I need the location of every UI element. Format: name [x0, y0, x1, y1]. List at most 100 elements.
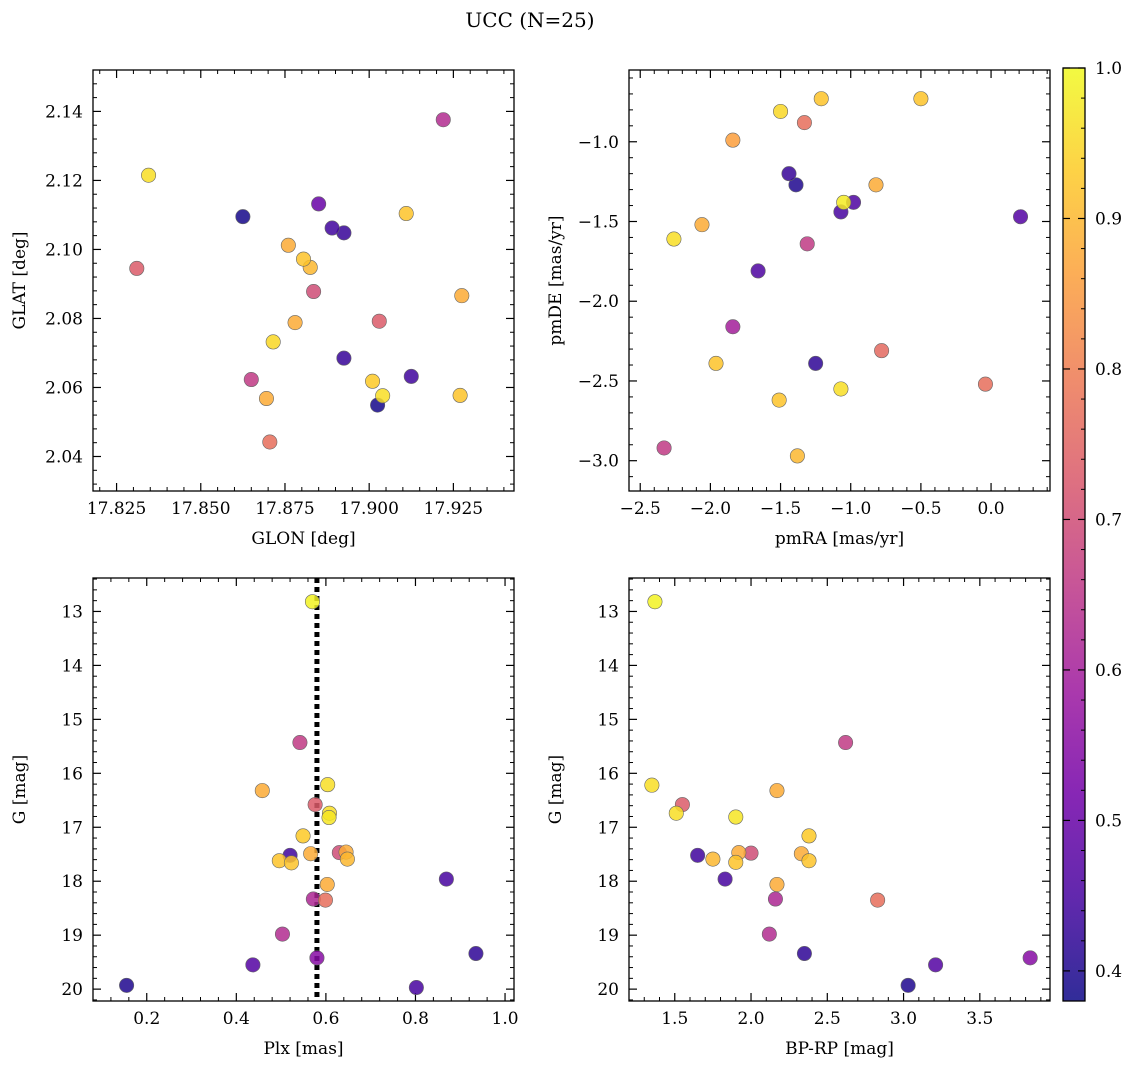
y-tick-label: −2.0	[578, 292, 619, 312]
scatter-point	[1022, 950, 1038, 966]
scatter-point	[833, 381, 849, 397]
scatter-point	[836, 194, 852, 210]
scatter-point	[292, 735, 308, 751]
axes-frame	[92, 69, 515, 492]
scatter-point	[799, 236, 815, 252]
x-tick-label: 0.2	[133, 1009, 160, 1029]
scatter-point	[668, 805, 684, 821]
x-tick-label: 17.875	[255, 499, 314, 519]
x-tick-label: 0.6	[312, 1009, 339, 1029]
y-tick-label: 17	[597, 818, 619, 838]
scatter-point	[304, 594, 320, 610]
colorbar-tick-label: 0.5	[1095, 811, 1122, 831]
y-tick-label: 18	[61, 872, 83, 892]
colorbar-tick-label: 0.7	[1095, 510, 1122, 530]
scatter-point	[274, 926, 290, 942]
scatter-point	[781, 166, 797, 182]
scatter-point	[371, 313, 387, 329]
x-tick-label: 2.5	[814, 1009, 841, 1029]
y-tick-label: −1.0	[578, 133, 619, 153]
scatter-point	[717, 871, 733, 887]
scatter-point	[708, 355, 724, 371]
colorbar-tick-label: 0.8	[1095, 360, 1122, 380]
scatter-point	[750, 263, 766, 279]
y-tick-label: 16	[597, 764, 619, 784]
scatter-point	[874, 343, 890, 359]
panel-4: 1.5 2.0 2.5 3.0 3.5 13 14 15 16 17 18 19 20 BP-RP [ma…	[546, 577, 1051, 1059]
scatter-point	[307, 797, 323, 813]
scatter-point	[280, 237, 296, 253]
scatter-point	[375, 388, 391, 404]
scatter-point	[977, 376, 993, 392]
scatter-point	[317, 892, 333, 908]
axes-frame	[92, 577, 515, 1002]
y-tick-label: 20	[61, 980, 83, 1000]
scatter-point	[365, 373, 381, 389]
scatter-point	[398, 206, 414, 222]
y-axis-label: pmDE [mas/yr]	[546, 215, 566, 345]
x-tick-label: 17.850	[171, 499, 230, 519]
colorbar-bar	[1062, 67, 1086, 1002]
x-axis-label: pmRA [mas/yr]	[775, 529, 904, 549]
scatter-point	[769, 876, 785, 892]
scatter-point	[808, 355, 824, 371]
colorbar-tick-label: 1.0	[1095, 59, 1122, 79]
y-tick-label: 2.06	[45, 378, 83, 398]
scatter-point	[769, 783, 785, 799]
scatter-point	[245, 957, 261, 973]
scatter-point	[801, 828, 817, 844]
x-tick-label: −2.5	[620, 499, 661, 519]
axes-frame	[628, 69, 1051, 492]
scatter-point	[728, 809, 744, 825]
scatter-point	[321, 810, 337, 826]
scatter-point	[258, 391, 274, 407]
scatter-point	[1013, 209, 1029, 225]
scatter-point	[235, 209, 251, 225]
colorbar: 0.4 0.5 0.6 0.7 0.8 0.9 1.0	[1062, 59, 1122, 1002]
scatter-point	[452, 387, 468, 403]
scatter-point	[771, 392, 787, 408]
scatter-point	[788, 177, 804, 193]
scatter-point	[870, 892, 886, 908]
panel-1: 17.825 17.850 17.875 17.900 17.925 2.04 2.06 2.…	[10, 69, 515, 549]
panel-3: 0.2 0.4 0.6 0.8 1.0 13 14 15 16 17 18 19 20 Plx [mas]…	[10, 577, 519, 1059]
colorbar-tick-label: 0.6	[1095, 661, 1122, 681]
y-axis-label: G [mag]	[546, 755, 566, 824]
x-axis-label: GLON [deg]	[251, 529, 355, 549]
y-tick-label: −3.0	[578, 452, 619, 472]
x-axis-label: BP-RP [mag]	[785, 1039, 894, 1059]
scatter-point	[644, 777, 660, 793]
y-tick-label: 16	[61, 764, 83, 784]
panel-2: −2.5 −2.0 −1.5 −1.0 −0.5 0.0 −3.0 −2.5 −2.0 −1.5 −…	[546, 69, 1051, 549]
y-tick-label: 18	[597, 872, 619, 892]
x-tick-label: 3.0	[890, 1009, 917, 1029]
colorbar-tick-label: 0.9	[1095, 209, 1122, 229]
scatter-point	[319, 876, 335, 892]
scatter-point	[309, 950, 325, 966]
scatter-point	[339, 851, 355, 867]
axes-frame	[628, 577, 1051, 1002]
y-tick-label: 20	[597, 980, 619, 1000]
y-tick-label: 2.12	[45, 171, 83, 191]
y-tick-label: 2.10	[45, 240, 83, 260]
scatter-point	[295, 251, 311, 267]
y-tick-label: 13	[61, 602, 83, 622]
y-tick-label: −1.5	[578, 212, 619, 232]
scatter-point	[303, 846, 319, 862]
y-tick-label: 14	[597, 656, 619, 676]
scatter-point	[243, 372, 259, 388]
scatter-point	[311, 196, 327, 212]
scatter-point	[287, 315, 303, 331]
y-tick-label: 19	[61, 926, 83, 946]
scatter-point	[435, 112, 451, 128]
scatter-point	[813, 91, 829, 107]
scatter-point	[801, 853, 817, 869]
x-tick-label: −0.5	[900, 499, 941, 519]
scatter-point	[694, 217, 710, 233]
scatter-point	[838, 735, 854, 751]
x-tick-label: −2.0	[690, 499, 731, 519]
scatter-point	[254, 783, 270, 799]
x-tick-label: 17.925	[424, 499, 483, 519]
